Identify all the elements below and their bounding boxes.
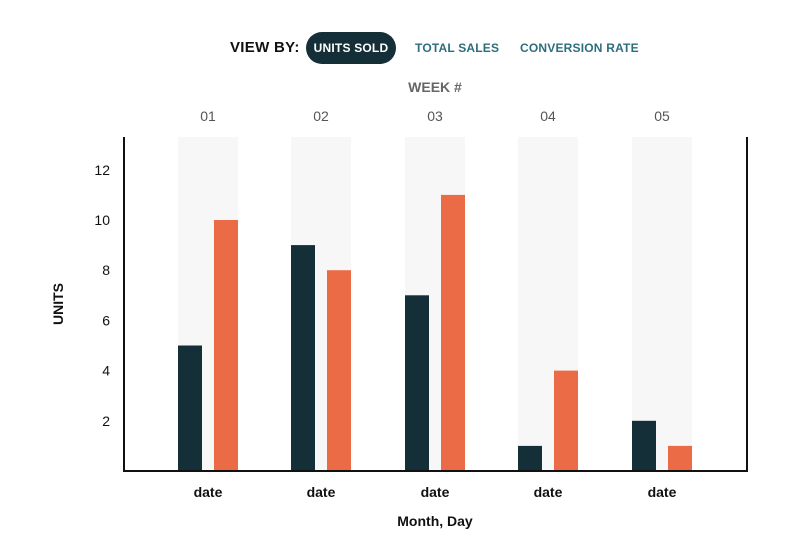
week-tick-label: 01 — [200, 108, 216, 124]
y-tick-label: 8 — [102, 262, 110, 278]
week-tick-label: 03 — [427, 108, 443, 124]
week-axis-title: WEEK # — [408, 79, 462, 95]
total-sales-toggle[interactable]: TOTAL SALES — [415, 41, 500, 55]
bar-series-2 — [327, 270, 351, 471]
x-tick-label: date — [534, 484, 563, 500]
x-tick-label: date — [421, 484, 450, 500]
bar-series-2 — [554, 370, 578, 471]
bar-series-1 — [291, 245, 315, 471]
x-tick-label: date — [648, 484, 677, 500]
week-tick-label: 02 — [313, 108, 329, 124]
week-band — [632, 137, 692, 471]
week-tick-label: 04 — [540, 108, 556, 124]
x-tick-label: date — [307, 484, 336, 500]
units-sold-toggle[interactable]: UNITS SOLD — [306, 32, 396, 64]
y-tick-label: 6 — [102, 312, 110, 328]
week-tick-label: 05 — [654, 108, 670, 124]
y-axis-title: UNITS — [50, 283, 66, 325]
x-tick-label: date — [194, 484, 223, 500]
y-tick-label: 12 — [94, 162, 110, 178]
bar-series-2 — [214, 220, 238, 471]
bar-series-1 — [632, 420, 656, 471]
bar-series-2 — [441, 194, 465, 471]
view-by-label: VIEW BY: — [230, 39, 300, 56]
view-by-bar: VIEW BY: UNITS SOLD TOTAL SALES CONVERSI… — [0, 32, 800, 64]
conversion-rate-toggle[interactable]: CONVERSION RATE — [520, 41, 639, 55]
bar-series-2 — [668, 445, 692, 471]
bar-series-1 — [405, 295, 429, 471]
bar-series-1 — [178, 345, 202, 471]
y-tick-label: 2 — [102, 413, 110, 429]
y-tick-label: 4 — [102, 363, 110, 379]
y-tick-label: 10 — [94, 212, 110, 228]
x-axis-title: Month, Day — [397, 513, 473, 529]
bar-series-1 — [518, 445, 542, 471]
